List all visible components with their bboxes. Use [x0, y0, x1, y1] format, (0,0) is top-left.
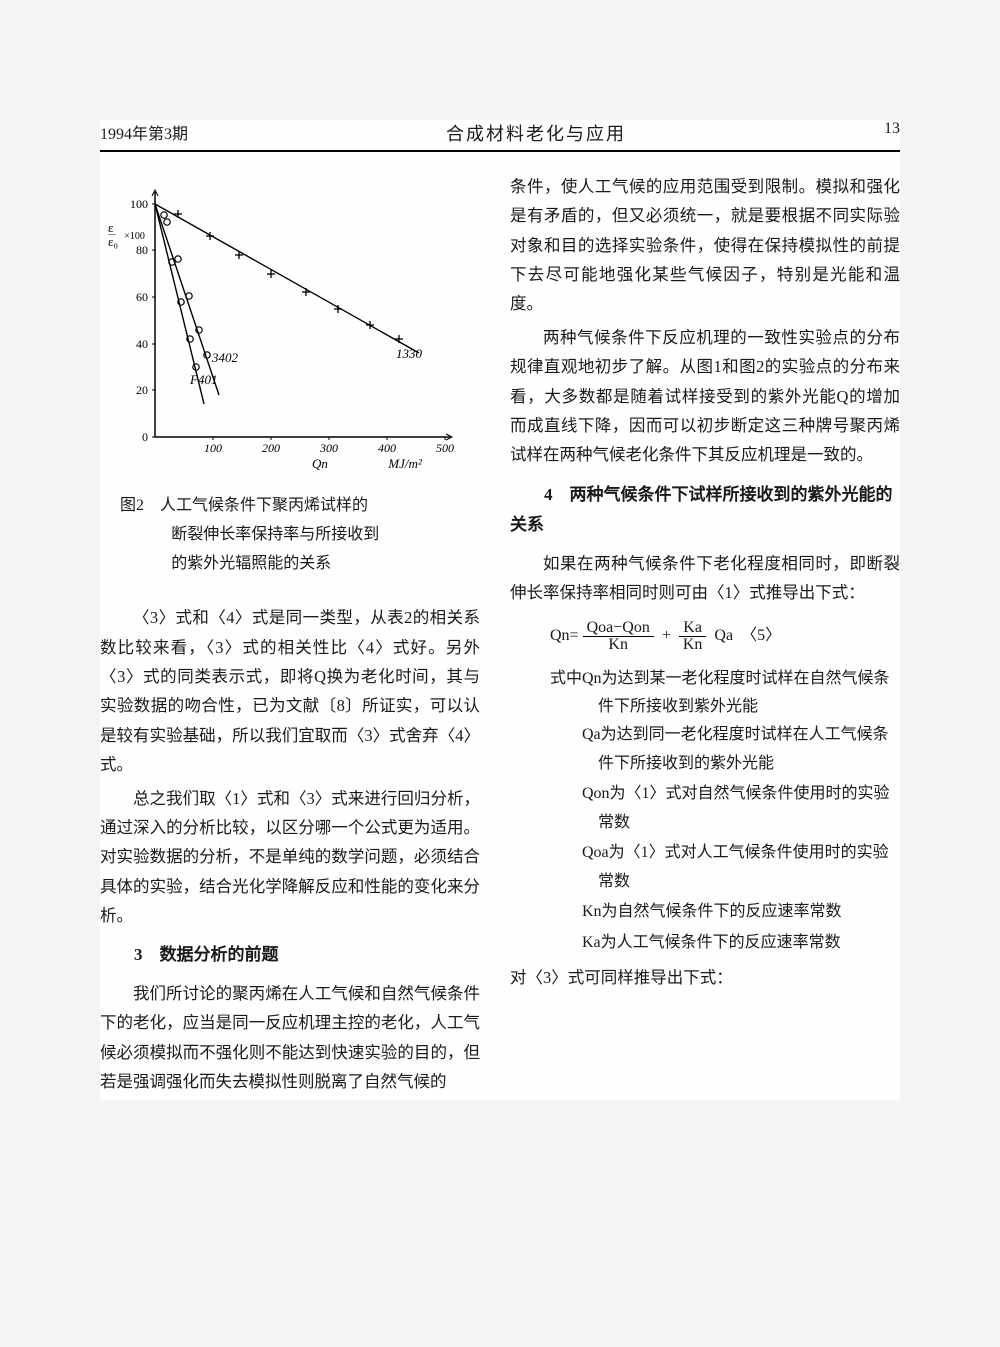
- def-Kn: Kn为自然气候条件下的反应速率常数: [598, 898, 900, 926]
- x-axis-ticks: 100 200 300 400 500: [204, 437, 454, 455]
- right-column: 条件，使人工气候的应用范围受到限制。模拟和强化是有矛盾的，但又必须统一，就是要根…: [510, 172, 900, 1100]
- header-pagenum: 13: [884, 120, 900, 146]
- def-Qn: 式中Qn为达到某一老化程度时试样在自然气候条件下所接收到紫外光能: [598, 665, 900, 722]
- section-3-para: 我们所讨论的聚丙烯在人工气候和自然气候条件下的老化，应当是同一反应机理主控的老化…: [100, 979, 480, 1096]
- svg-text:3402: 3402: [211, 350, 239, 365]
- def-Qa: Qa为达到同一老化程度时试样在人工气候条件下所接收到的紫外光能: [598, 721, 900, 778]
- right-para-1: 条件，使人工气候的应用范围受到限制。模拟和强化是有矛盾的，但又必须统一，就是要根…: [510, 172, 900, 319]
- section-3-heading: 3 数据分析的前题: [100, 940, 480, 971]
- svg-text:1330: 1330: [396, 346, 423, 361]
- equation-5: Qn=Qoa−QonKn + KaKn Qa 〈5〉: [550, 620, 900, 653]
- equation-label: 〈5〉: [741, 627, 781, 644]
- svg-text:80: 80: [136, 243, 148, 257]
- page-header: 1994年第3期 合成材料老化与应用 13: [100, 120, 900, 152]
- section-4-intro: 如果在两种气候条件下老化程度相同时，即断裂伸长率保持率相同时则可由〈1〉式推导出…: [510, 549, 900, 608]
- svg-text:300: 300: [319, 441, 338, 455]
- figure-label: 图2: [120, 497, 144, 514]
- svg-text:200: 200: [262, 441, 280, 455]
- two-column-layout: 0 20 40 60 80 100 100: [100, 172, 900, 1100]
- x-axis-unit: MJ/m²: [387, 456, 423, 471]
- header-issue: 1994年第3期: [100, 120, 188, 146]
- svg-text:F401: F401: [189, 372, 217, 387]
- right-para-2: 两种气候条件下反应机理的一致性实验点的分布规律直观地初步了解。从图1和图2的实验…: [510, 323, 900, 470]
- figure-2-chart: 0 20 40 60 80 100 100: [100, 182, 460, 472]
- figure-2-caption: 图2 人工气候条件下聚丙烯试样的 断裂伸长率保持率与所接收到 的紫外光辐照能的关…: [120, 492, 460, 578]
- variable-definitions: 式中Qn为达到某一老化程度时试样在自然气候条件下所接收到紫外光能 Qa为达到同一…: [550, 665, 900, 958]
- x-axis-label: Qn: [312, 456, 328, 471]
- svg-text:60: 60: [136, 290, 148, 304]
- section-4-tail: 对〈3〉式可同样推导出下式：: [510, 963, 900, 992]
- scatter-line-chart: 0 20 40 60 80 100 100: [100, 182, 460, 472]
- def-Qoa: Qoa为〈1〉式对人工气候条件使用时的实验常数: [598, 839, 900, 896]
- svg-text:40: 40: [136, 337, 148, 351]
- series-1330: 1330: [155, 204, 423, 361]
- left-para-1: 〈3〉式和〈4〉式是同一类型，从表2的相关系数比较来看，〈3〉式的相关性比〈4〉…: [100, 603, 480, 779]
- header-journal: 合成材料老化与应用: [446, 120, 626, 146]
- section-4-heading: 4 两种气候条件下试样所接收到的紫外光能的关系: [510, 480, 900, 541]
- def-Ka: Ka为人工气候条件下的反应速率常数: [598, 929, 900, 957]
- left-column: 0 20 40 60 80 100 100: [100, 172, 480, 1100]
- svg-text:500: 500: [436, 441, 454, 455]
- svg-text:100: 100: [130, 197, 148, 211]
- left-para-2: 总之我们取〈1〉式和〈3〉式来进行回归分析，通过深入的分析比较，以区分哪一个公式…: [100, 784, 480, 931]
- def-Qon: Qon为〈1〉式对自然气候条件使用时的实验常数: [598, 780, 900, 837]
- svg-text:20: 20: [136, 383, 148, 397]
- series-3402: 3402: [155, 204, 239, 395]
- svg-text:400: 400: [378, 441, 396, 455]
- svg-text:100: 100: [204, 441, 222, 455]
- page-container: 1994年第3期 合成材料老化与应用 13 0: [100, 120, 900, 1100]
- svg-text:0: 0: [142, 430, 148, 444]
